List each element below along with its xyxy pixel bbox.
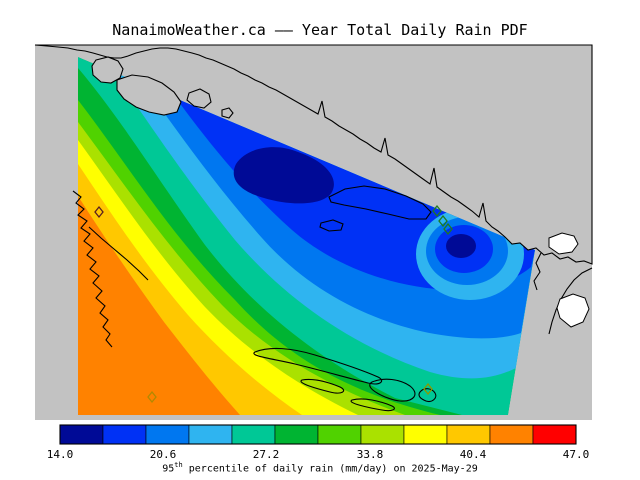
island-northwest-3 bbox=[186, 88, 212, 109]
mainland-lakes bbox=[548, 232, 590, 328]
colorbar-cell bbox=[360, 424, 405, 445]
colorbar-tick-label: 20.6 bbox=[150, 448, 177, 461]
lasqueti-island-outline bbox=[319, 219, 344, 232]
colorbar-caption: 95th percentile of daily rain (mm/day) o… bbox=[0, 461, 640, 474]
station-marker bbox=[94, 205, 104, 219]
colorbar-cell bbox=[274, 424, 319, 445]
station-marker bbox=[443, 222, 453, 236]
station-marker bbox=[423, 382, 433, 396]
gulf-island-3-outline bbox=[300, 378, 345, 394]
colorbar-cell bbox=[489, 424, 534, 445]
island-northwest-4 bbox=[221, 107, 234, 119]
gulf-island-5-outline bbox=[350, 398, 395, 412]
mainland-shore-detail bbox=[548, 267, 593, 335]
colorbar-tick-label: 14.0 bbox=[47, 448, 74, 461]
colorbar: 14.0 20.6 27.2 33.8 40.4 47.0 bbox=[47, 424, 590, 461]
caption-superscript: th bbox=[174, 461, 183, 469]
colorbar-border bbox=[59, 424, 577, 445]
landmasses bbox=[34, 44, 593, 265]
colorbar-tick-label: 27.2 bbox=[253, 448, 280, 461]
colorbar-cell bbox=[145, 424, 190, 445]
contour-band-orange bbox=[78, 196, 240, 415]
colorbar-tick-label: 40.4 bbox=[460, 448, 487, 461]
contour-minimum-navy bbox=[233, 147, 334, 204]
colorbar-cell bbox=[317, 424, 362, 445]
colorbar-cell bbox=[102, 424, 147, 445]
colorbar-cell bbox=[403, 424, 448, 445]
gulf-island-4-outline bbox=[418, 388, 437, 402]
colorbar-cell bbox=[231, 424, 276, 445]
lake-2 bbox=[556, 293, 590, 328]
station-marker bbox=[432, 204, 442, 218]
mainland-inlet-detail bbox=[533, 252, 542, 291]
coastlines bbox=[72, 185, 593, 412]
gulf-island-chain-outline bbox=[253, 347, 383, 385]
page-title: NanaimoWeather.ca –– Year Total Daily Ra… bbox=[112, 21, 528, 39]
station-marker bbox=[438, 214, 448, 228]
colorbar-tick-label: 33.8 bbox=[357, 448, 384, 461]
caption-text: percentile of daily rain (mm/day) on 202… bbox=[182, 463, 478, 475]
lake-1 bbox=[548, 232, 579, 255]
texada-island-outline bbox=[328, 185, 432, 220]
station-marker bbox=[147, 390, 157, 404]
island-northwest-2 bbox=[116, 74, 182, 116]
caption-percentile: 95 bbox=[162, 463, 175, 475]
station-markers bbox=[94, 204, 453, 404]
island-northwest-1 bbox=[91, 56, 124, 84]
alberni-inlet-line bbox=[88, 226, 149, 281]
colorbar-cell bbox=[59, 424, 104, 445]
east-minimum-navy bbox=[446, 234, 476, 258]
mainland-landmass bbox=[34, 44, 593, 265]
colorbar-cell bbox=[532, 424, 577, 445]
colorbar-cell bbox=[446, 424, 491, 445]
colorbar-cell bbox=[188, 424, 233, 445]
gulf-island-2-outline bbox=[369, 378, 416, 402]
colorbar-tick-label: 47.0 bbox=[563, 448, 590, 461]
vancouver-island-west-coast bbox=[72, 190, 113, 348]
